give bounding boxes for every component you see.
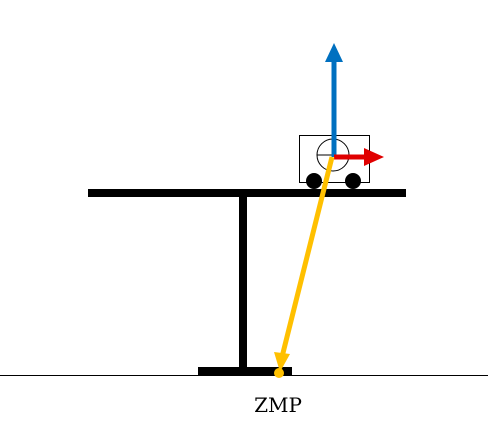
table-leg [239,197,247,368]
resultant-force-arrow [274,156,335,372]
horizontal-force-arrow [334,148,384,166]
table-foot [198,367,292,375]
table-top [88,189,406,197]
zmp-label: ZMP [254,393,302,417]
cart-wheel-left [306,173,322,189]
vertical-force-arrow [325,43,343,157]
cart-wheel-right [345,173,361,189]
zmp-point [274,368,284,378]
